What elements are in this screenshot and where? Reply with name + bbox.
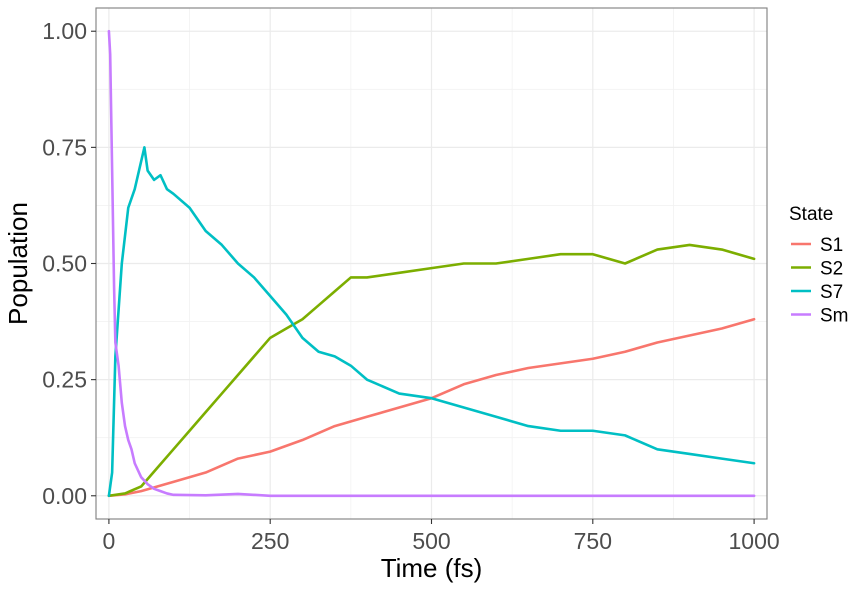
legend-label-s1: S1 bbox=[820, 235, 843, 256]
y-tick-label: 0.50 bbox=[42, 251, 87, 277]
x-axis: 0 250 500 750 1000 bbox=[103, 519, 780, 554]
y-axis-title: Population bbox=[3, 202, 33, 325]
x-tick-label: 500 bbox=[412, 528, 450, 554]
y-axis: 0.00 0.25 0.50 0.75 1.00 bbox=[42, 18, 96, 509]
x-tick-label: 250 bbox=[251, 528, 289, 554]
series-line-s2 bbox=[107, 243, 756, 498]
legend-label-sm: Sm bbox=[820, 306, 849, 327]
legend-label-s2: S2 bbox=[820, 259, 843, 280]
legend-label-s7: S7 bbox=[820, 282, 843, 303]
x-tick-label: 0 bbox=[103, 528, 116, 554]
y-tick-label: 1.00 bbox=[42, 18, 87, 44]
y-tick-label: 0.75 bbox=[42, 134, 87, 160]
x-tick-label: 750 bbox=[574, 528, 612, 554]
x-tick-label: 1000 bbox=[729, 528, 780, 554]
y-tick-label: 0.00 bbox=[42, 483, 87, 509]
series-line-sm bbox=[107, 29, 756, 498]
x-axis-title: Time (fs) bbox=[381, 553, 483, 583]
y-tick-label: 0.25 bbox=[42, 367, 87, 393]
series-line-s1 bbox=[107, 317, 756, 498]
legend-title: State bbox=[789, 204, 833, 225]
series-lines bbox=[107, 29, 756, 498]
series-line-s7 bbox=[107, 146, 756, 498]
